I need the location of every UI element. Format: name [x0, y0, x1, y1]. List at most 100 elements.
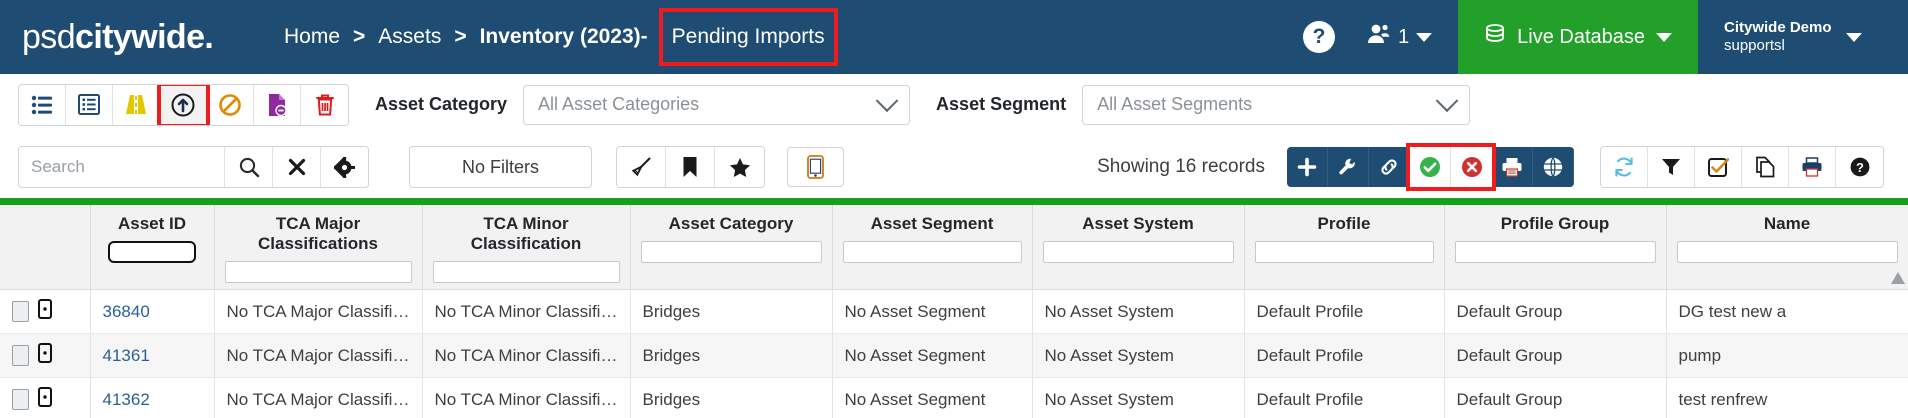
cell-asset-category: Bridges [630, 377, 833, 418]
column-filter-tca-major[interactable] [224, 261, 412, 283]
list-view-icon[interactable] [19, 84, 66, 125]
chevron-down-icon [1845, 32, 1862, 42]
cell-asset-id[interactable]: 41362 [90, 377, 215, 418]
print-grid-icon[interactable] [1789, 147, 1836, 187]
column-header-profile[interactable]: Profile [1244, 205, 1445, 290]
row-checkbox[interactable] [12, 345, 29, 366]
row-select-cell[interactable] [0, 377, 91, 418]
column-header-asset-id[interactable]: Asset ID [90, 205, 215, 290]
import-upload-icon[interactable] [157, 84, 210, 125]
column-header-tca-minor[interactable]: TCA Minor Classification [422, 205, 631, 290]
table-row[interactable]: 41362 No TCA Major Classificati... No TC… [0, 377, 1908, 418]
asset-id-link[interactable]: 41362 [102, 389, 150, 409]
mobile-device-icon[interactable] [38, 343, 52, 368]
psd-citywide-logo[interactable]: psd citywide. [0, 0, 268, 74]
cell-name: DG test new a [1666, 289, 1908, 334]
grid-scroll-up-arrow[interactable] [1890, 271, 1905, 285]
breadcrumb-item-pending-imports-highlight[interactable]: Pending Imports [658, 8, 838, 66]
cell-asset-system: No Asset System [1032, 333, 1245, 378]
column-filter-asset-id[interactable] [108, 241, 196, 263]
column-filter-tca-minor[interactable] [432, 261, 620, 283]
column-header-asset-system[interactable]: Asset System [1032, 205, 1245, 290]
cell-profile-group: Default Group [1444, 377, 1667, 418]
breadcrumb-item-inventory[interactable]: Inventory (2023)- [479, 25, 648, 48]
approve-reject-highlight-group [1406, 143, 1496, 191]
cell-asset-id[interactable]: 36840 [90, 289, 215, 334]
table-row[interactable]: 36840 No TCA Major Classificati... No TC… [0, 289, 1908, 334]
column-header-asset-category[interactable]: Asset Category [630, 205, 833, 290]
cell-profile: Default Profile [1244, 289, 1445, 334]
cell-tca-major: No TCA Major Classificati... [214, 377, 423, 418]
row-select-cell[interactable] [0, 333, 91, 378]
mobile-device-icon[interactable] [38, 387, 52, 412]
broom-clean-icon[interactable] [617, 147, 666, 187]
add-plus-icon[interactable] [1287, 147, 1328, 187]
column-filter-name[interactable] [1676, 241, 1898, 263]
reject-x-icon[interactable] [1451, 147, 1492, 187]
star-favorite-icon[interactable] [715, 147, 764, 187]
asset-segment-select[interactable]: All Asset Segments [1082, 84, 1471, 125]
online-users-menu[interactable]: 1 [1357, 0, 1458, 74]
chevron-down-icon [1656, 32, 1672, 42]
document-remove-icon[interactable] [254, 84, 301, 125]
globe-icon[interactable] [1533, 147, 1574, 187]
row-checkbox[interactable] [12, 301, 29, 322]
help-button[interactable]: ? [1281, 0, 1357, 74]
clear-x-icon[interactable] [272, 147, 320, 187]
column-filter-asset-category[interactable] [640, 241, 822, 263]
no-entry-icon[interactable] [207, 84, 254, 125]
column-filter-asset-system[interactable] [1042, 241, 1234, 263]
cell-asset-segment: No Asset Segment [832, 377, 1033, 418]
cell-name: test renfrew [1666, 377, 1908, 418]
cell-tca-major: No TCA Major Classificati... [214, 333, 423, 378]
breadcrumb-item-home[interactable]: Home [284, 25, 341, 48]
search-input[interactable] [19, 147, 224, 187]
row-checkbox[interactable] [12, 389, 29, 410]
breadcrumb-item-assets[interactable]: Assets [378, 25, 442, 48]
refresh-icon[interactable] [1601, 147, 1648, 187]
help-question-icon[interactable]: ? [1836, 147, 1883, 187]
asset-category-label: Asset Category [375, 94, 508, 114]
view-icon-group [616, 146, 765, 188]
chevron-down-icon [875, 88, 899, 112]
road-icon[interactable] [113, 84, 160, 125]
copy-icon[interactable] [1742, 147, 1789, 187]
check-task-icon[interactable] [1695, 147, 1742, 187]
column-filter-profile-group[interactable] [1454, 241, 1656, 263]
column-filter-profile[interactable] [1254, 241, 1434, 263]
asset-category-select[interactable]: All Asset Categories [523, 84, 911, 125]
column-header-name[interactable]: Name [1666, 205, 1908, 290]
approve-check-icon[interactable] [1410, 147, 1451, 187]
settings-gear-icon[interactable] [320, 147, 368, 187]
logo-text-citywide: citywide [75, 18, 205, 56]
filter-funnel-icon[interactable] [1648, 147, 1695, 187]
link-chain-icon[interactable] [1369, 147, 1410, 187]
svg-text:?: ? [1856, 160, 1864, 175]
cell-asset-segment: No Asset Segment [832, 333, 1033, 378]
database-icon [1484, 23, 1506, 51]
cell-asset-id[interactable]: 41361 [90, 333, 215, 378]
user-account-menu[interactable]: Citywide Demo supportsl [1698, 0, 1908, 74]
delete-trash-icon[interactable] [301, 84, 348, 125]
chevron-down-icon [1416, 32, 1433, 42]
asset-id-link[interactable]: 36840 [102, 301, 150, 321]
mobile-device-icon[interactable] [787, 147, 844, 187]
column-header-tca-major[interactable]: TCA Major Classifications [214, 205, 423, 290]
bookmark-icon[interactable] [666, 147, 715, 187]
asset-id-link[interactable]: 41361 [102, 345, 150, 365]
column-header-asset-segment[interactable]: Asset Segment [832, 205, 1033, 290]
column-header-profile-group[interactable]: Profile Group [1444, 205, 1667, 290]
search-icon[interactable] [224, 147, 272, 187]
print-icon[interactable] [1492, 147, 1533, 187]
primary-action-group [1287, 147, 1410, 187]
column-label-asset-system: Asset System [1082, 214, 1194, 233]
live-database-selector[interactable]: Live Database [1458, 0, 1698, 74]
wrench-tools-icon[interactable] [1328, 147, 1369, 187]
table-row[interactable]: 41361 No TCA Major Classificati... No TC… [0, 333, 1908, 378]
column-filter-asset-segment[interactable] [842, 241, 1022, 263]
row-select-cell[interactable] [0, 289, 91, 334]
mobile-device-icon[interactable] [38, 299, 52, 324]
grid-view-icon[interactable] [66, 84, 113, 125]
no-filters-button[interactable]: No Filters [409, 146, 592, 188]
logo-dot: . [204, 18, 214, 56]
